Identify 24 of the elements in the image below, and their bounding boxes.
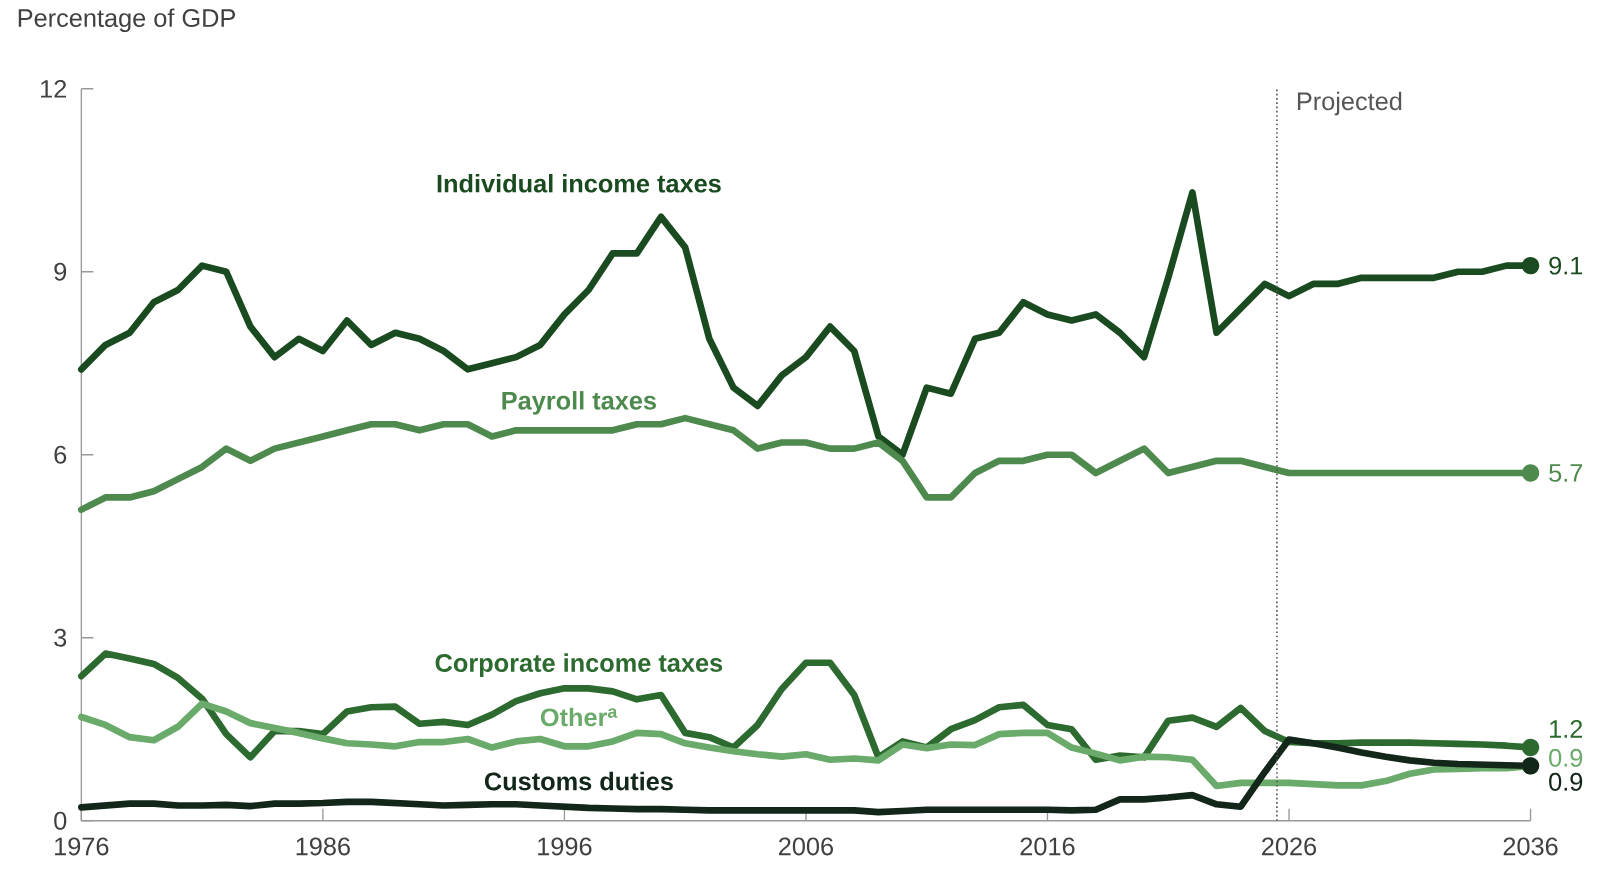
series-label: Payroll taxes — [502, 391, 656, 415]
series-label: Other$^{a}$ — [540, 707, 618, 727]
y-axis-title: Percentage of GDP — [18, 8, 236, 32]
series-label: Customs duties — [484, 771, 673, 791]
x-tick-label: 2016 — [1020, 837, 1075, 856]
data-label: 0.9 — [1549, 772, 1583, 791]
series-label: Corporate income taxes — [435, 653, 723, 677]
y-tick-label: 3 — [54, 628, 67, 647]
data-label: 9.1 — [1549, 256, 1583, 275]
ref-line-label: Projected — [1297, 91, 1402, 116]
x-tick-label: 1996 — [538, 837, 592, 856]
data-label: 1.2 — [1550, 719, 1583, 738]
y-tick-label: 0 — [54, 811, 67, 830]
x-tick-label: 1986 — [296, 837, 350, 856]
x-tick-label: 1976 — [55, 837, 109, 856]
y-tick-label: 6 — [54, 445, 67, 464]
x-tick-label: 2006 — [779, 837, 833, 856]
y-tick-label: 12 — [41, 79, 67, 98]
x-tick-label: 2026 — [1262, 837, 1317, 856]
data-label: 0.9 — [1549, 748, 1583, 767]
text: Individual income taxes — [437, 173, 721, 193]
x-tick-label: 2036 — [1503, 837, 1558, 856]
y-tick-label: 9 — [54, 262, 67, 281]
data-label: 5.7 — [1549, 464, 1583, 482]
